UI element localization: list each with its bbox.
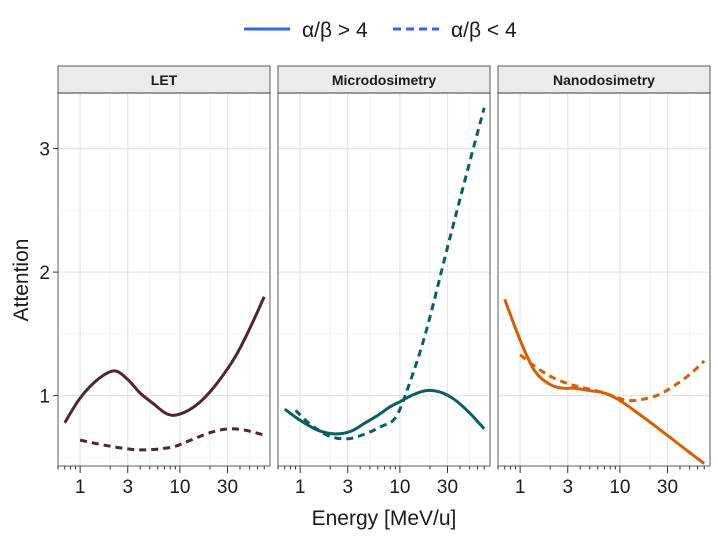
x-tick-label: 1 xyxy=(295,477,306,498)
x-tick-label: 3 xyxy=(122,477,133,498)
panel-strip xyxy=(497,65,711,94)
series-line-solid xyxy=(283,388,486,436)
panel-nanodosimetry: Nanodosimetry xyxy=(497,65,711,467)
panel-strip-title: Microdosimetry xyxy=(332,72,436,88)
x-tick-label: 30 xyxy=(217,477,238,498)
panel-strip-title: LET xyxy=(151,72,178,88)
panel-strip-title: Nanodosimetry xyxy=(553,72,655,88)
x-axis-nanodosimetry: 1 3 10 30 xyxy=(497,466,705,498)
y-axis-title: Attention xyxy=(10,239,33,322)
x-axis-let: 1 3 10 30 xyxy=(57,466,265,498)
x-axes: 1 3 10 30 1 3 10 30 1 3 10 30 xyxy=(57,466,705,498)
series-line-dashed xyxy=(519,353,706,403)
panels: LET Microdosimetry Nanodosimetry xyxy=(57,65,711,467)
panel-microdosimetry: Microdosimetry xyxy=(277,65,491,467)
x-tick-label: 10 xyxy=(169,477,190,498)
panel-strip xyxy=(57,65,271,94)
x-tick-label: 3 xyxy=(562,477,573,498)
panel-let: LET xyxy=(57,65,271,467)
y-tick-label: 1 xyxy=(39,387,50,408)
x-tick-label: 30 xyxy=(437,477,458,498)
y-tick-label: 3 xyxy=(39,140,50,161)
legend-label-dashed: α/β < 4 xyxy=(451,19,517,42)
series-line-dashed xyxy=(294,107,486,441)
series-line-dashed xyxy=(79,427,265,452)
y-tick-label: 2 xyxy=(39,263,50,284)
x-tick-label: 3 xyxy=(342,477,353,498)
x-tick-label: 1 xyxy=(515,477,526,498)
x-tick-label: 30 xyxy=(657,477,678,498)
x-tick-label: 1 xyxy=(75,477,86,498)
x-tick-label: 10 xyxy=(389,477,410,498)
x-tick-label: 10 xyxy=(609,477,630,498)
series-line-solid xyxy=(63,296,266,424)
y-axis: 1 2 3 xyxy=(39,140,58,408)
legend-label-solid: α/β > 4 xyxy=(302,19,368,42)
panel-strip xyxy=(277,65,491,94)
x-axis-title: Energy [MeV/u] xyxy=(312,507,457,530)
x-axis-microdosimetry: 1 3 10 30 xyxy=(277,466,485,498)
legend: α/β > 4 α/β < 4 xyxy=(244,19,517,42)
